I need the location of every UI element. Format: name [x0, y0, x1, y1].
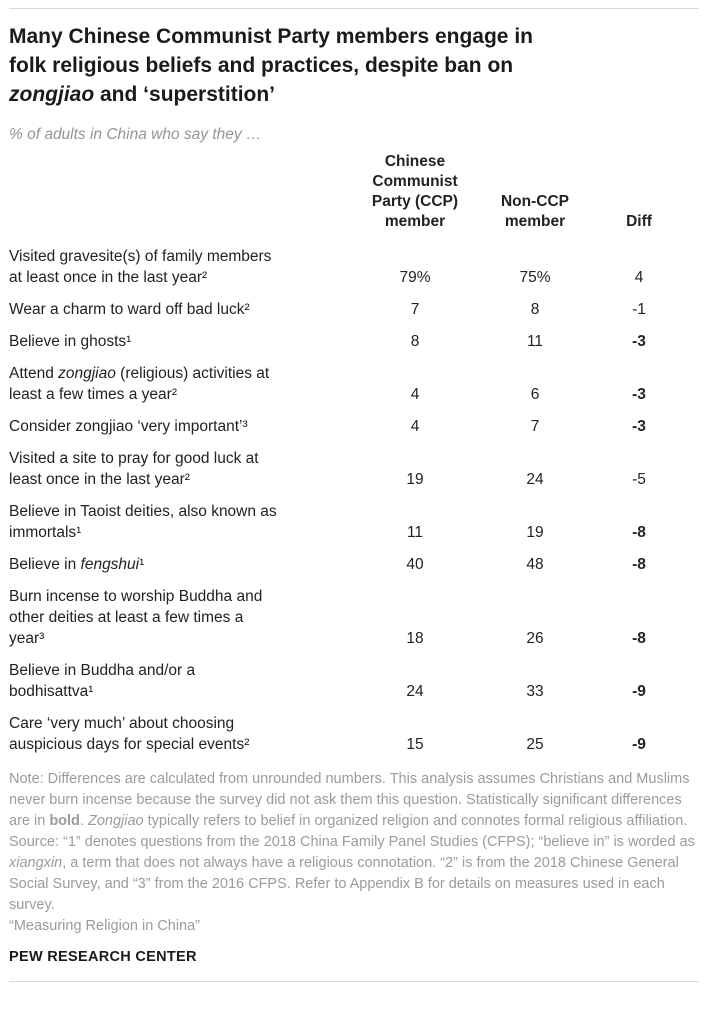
- column-header-ccp: Chinese Communist Party (CCP) member: [371, 153, 459, 230]
- italic-segment: fengshui: [80, 556, 140, 573]
- note-text: Note: Differences are calculated from un…: [9, 769, 699, 832]
- diff-value: -8: [632, 630, 646, 647]
- table-row: Burn incense to worship Buddha and other…: [9, 586, 699, 649]
- table-header: Chinese Communist Party (CCP) member Non…: [9, 152, 699, 234]
- italic-segment: xiangxin: [9, 855, 63, 871]
- ccp-value: 8: [410, 333, 420, 350]
- diff-value: -3: [632, 418, 646, 435]
- page-title: Many Chinese Communist Party members eng…: [9, 22, 699, 109]
- text-segment: Believe in Buddha and/or a bodhisattva¹: [9, 662, 196, 700]
- diff-value: -9: [632, 736, 646, 753]
- text-segment: Believe in: [9, 556, 81, 573]
- text-segment: Consider zongjiao ‘very important’³: [9, 418, 248, 435]
- credit-text: “Measuring Religion in China”: [9, 918, 201, 934]
- nonccp-value: 26: [526, 630, 544, 647]
- text-segment: .: [79, 813, 88, 829]
- text-segment: Many Chinese Communist Party members eng…: [9, 25, 533, 77]
- table-row: Wear a charm to ward off bad luck² 7 8 -1: [9, 299, 699, 320]
- italic-segment: zongjiao: [9, 83, 95, 106]
- report-figure: Many Chinese Communist Party members eng…: [0, 8, 708, 982]
- nonccp-value: 6: [530, 386, 540, 403]
- table-body: Visited gravesite(s) of family members a…: [9, 246, 699, 755]
- text-segment: (religious) activities at least a few ti…: [9, 365, 270, 403]
- nonccp-value: 25: [526, 736, 544, 753]
- nonccp-value: 8: [530, 301, 540, 318]
- ccp-value: 40: [406, 556, 424, 573]
- text-segment: Note: Differences are calculated from un…: [9, 771, 690, 829]
- row-label: Consider zongjiao ‘very important’³: [9, 416, 354, 437]
- row-label: Care ‘very much’ about choosing auspicio…: [9, 713, 354, 755]
- nonccp-value: 75%: [519, 269, 551, 286]
- nonccp-value: 33: [526, 683, 544, 700]
- diff-value: -3: [632, 333, 646, 350]
- diff-value: -8: [632, 556, 646, 573]
- text-segment: Believe in ghosts¹: [9, 333, 132, 350]
- text-segment: Attend: [9, 365, 59, 382]
- table-row: Visited gravesite(s) of family members a…: [9, 246, 699, 288]
- row-label: Visited a site to pray for good luck at …: [9, 448, 354, 490]
- bottom-rule: [9, 981, 699, 982]
- text-segment: ¹: [139, 556, 145, 573]
- nonccp-value: 48: [526, 556, 544, 573]
- ccp-value: 15: [406, 736, 424, 753]
- table-row: Believe in Taoist deities, also known as…: [9, 501, 699, 543]
- brand-text: PEW RESEARCH CENTER: [9, 949, 197, 965]
- column-header-nonccp: Non-CCP member: [500, 193, 570, 230]
- ccp-value: 11: [406, 524, 424, 541]
- table-row: Care ‘very much’ about choosing auspicio…: [9, 713, 699, 755]
- ccp-value: 4: [410, 418, 420, 435]
- text-segment: typically refers to belief in organized …: [143, 813, 688, 829]
- nonccp-value: 7: [530, 418, 540, 435]
- text-segment: Wear a charm to ward off bad luck²: [9, 301, 250, 318]
- footnotes: Note: Differences are calculated from un…: [9, 769, 699, 937]
- table-row: Believe in ghosts¹ 8 11 -3: [9, 331, 699, 352]
- row-label: Attend zongjiao (religious) activities a…: [9, 363, 354, 405]
- diff-value: -1: [632, 301, 646, 318]
- nonccp-value: 24: [526, 471, 544, 488]
- row-label: Visited gravesite(s) of family members a…: [9, 246, 354, 288]
- text-segment: Believe in Taoist deities, also known as…: [9, 503, 277, 541]
- ccp-value: 24: [406, 683, 424, 700]
- subtitle: % of adults in China who say they …: [9, 126, 262, 143]
- diff-value: -9: [632, 683, 646, 700]
- nonccp-value: 11: [526, 333, 544, 350]
- text-segment: and ‘superstition’: [94, 83, 276, 106]
- nonccp-value: 19: [526, 524, 544, 541]
- text-segment: Visited a site to pray for good luck at …: [9, 450, 259, 488]
- ccp-value: 19: [406, 471, 424, 488]
- table-row: Believe in fengshui¹ 40 48 -8: [9, 554, 699, 575]
- row-label: Believe in fengshui¹: [9, 554, 354, 575]
- text-segment: Visited gravesite(s) of family members a…: [9, 248, 272, 286]
- column-header-diff: Diff: [626, 213, 652, 230]
- top-rule: [9, 8, 699, 9]
- row-label: Wear a charm to ward off bad luck²: [9, 299, 354, 320]
- row-label: Believe in Taoist deities, also known as…: [9, 501, 354, 543]
- ccp-value: 4: [410, 386, 420, 403]
- table-row: Consider zongjiao ‘very important’³ 4 7 -3: [9, 416, 699, 437]
- row-label: Burn incense to worship Buddha and other…: [9, 586, 354, 649]
- table-row: Attend zongjiao (religious) activities a…: [9, 363, 699, 405]
- source-text: Source: “1” denotes questions from the 2…: [9, 832, 699, 916]
- row-label: Believe in Buddha and/or a bodhisattva¹: [9, 660, 354, 702]
- text-segment: Care ‘very much’ about choosing auspicio…: [9, 715, 250, 753]
- diff-value: -8: [632, 524, 646, 541]
- italic-segment: zongjiao: [58, 365, 116, 382]
- diff-value: 4: [634, 269, 644, 286]
- text-segment: , a term that does not always have a rel…: [9, 855, 679, 913]
- bold-segment: bold: [49, 813, 80, 829]
- ccp-value: 18: [406, 630, 424, 647]
- diff-value: -3: [632, 386, 646, 403]
- row-label: Believe in ghosts¹: [9, 331, 354, 352]
- table-row: Believe in Buddha and/or a bodhisattva¹ 2…: [9, 660, 699, 702]
- text-segment: Burn incense to worship Buddha and other…: [9, 588, 263, 647]
- ccp-value: 7: [410, 301, 420, 318]
- italic-segment: Zongjiao: [87, 813, 144, 829]
- table-row: Visited a site to pray for good luck at …: [9, 448, 699, 490]
- diff-value: -5: [632, 471, 646, 488]
- ccp-value: 79%: [399, 269, 431, 286]
- text-segment: Source: “1” denotes questions from the 2…: [9, 834, 695, 850]
